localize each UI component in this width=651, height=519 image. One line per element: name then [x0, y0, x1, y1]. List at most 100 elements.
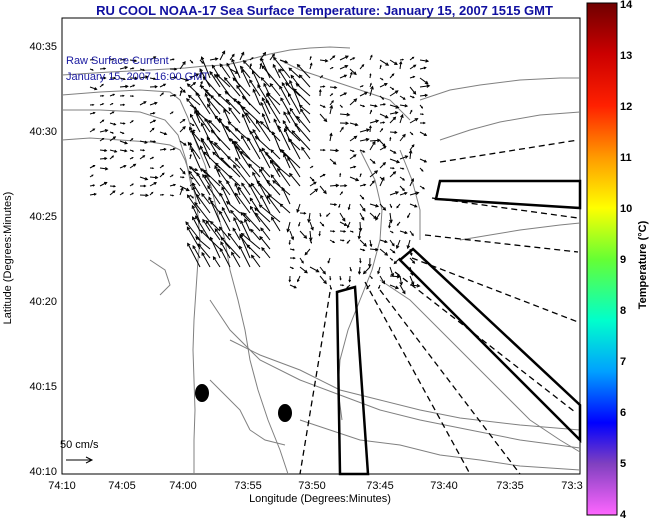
current-vector-head: [179, 89, 183, 93]
current-vector: [191, 205, 201, 223]
current-vector-head: [145, 75, 149, 79]
current-vector-head: [421, 113, 425, 116]
current-vector-head: [185, 221, 189, 226]
current-vector-head: [172, 58, 175, 61]
current-vector-head: [311, 178, 315, 182]
current-vector: [234, 183, 241, 196]
current-vector: [260, 195, 271, 214]
current-vector-head: [301, 146, 305, 151]
current-vector-head: [241, 68, 245, 73]
current-vector-head: [142, 155, 146, 158]
current-vector-head: [172, 147, 176, 151]
current-vector-head: [226, 180, 230, 184]
current-vector-head: [270, 149, 274, 153]
current-vector-head: [396, 223, 399, 226]
current-vector-head: [252, 88, 257, 93]
current-vector-head: [252, 128, 256, 133]
current-vector-head: [192, 182, 196, 187]
current-vector-head: [254, 207, 258, 212]
current-vector-head: [332, 230, 336, 233]
current-vector: [214, 165, 221, 178]
current-vector-head: [111, 103, 114, 105]
current-vector-head: [357, 235, 362, 240]
current-vector-head: [402, 188, 405, 192]
colorbar-tick: 9: [620, 254, 626, 266]
current-vector-head: [394, 61, 398, 65]
current-vector-head: [143, 184, 147, 188]
current-vector-head: [424, 93, 429, 97]
current-vector-head: [323, 280, 327, 285]
current-vector: [369, 120, 379, 124]
current-vector: [389, 59, 398, 65]
current-vector-head: [256, 180, 261, 184]
current-vector-head: [195, 193, 200, 198]
current-vector-head: [396, 159, 401, 164]
current-vector-head: [375, 216, 379, 221]
current-vector-head: [249, 197, 254, 202]
y-tick: 40:15: [29, 381, 57, 393]
current-vector: [319, 275, 327, 284]
current-vector-head: [313, 181, 317, 185]
current-vector-head: [379, 64, 382, 67]
current-vector-head: [231, 139, 236, 144]
current-vector-head: [410, 109, 413, 112]
current-vector-head: [234, 192, 239, 197]
current-vector-head: [188, 165, 193, 170]
current-vector: [194, 202, 211, 223]
colorbar-label: Temperature (°C): [637, 220, 649, 309]
current-vector: [179, 61, 186, 70]
current-vector-head: [354, 122, 359, 127]
current-vector: [221, 186, 231, 205]
current-vector: [231, 59, 241, 79]
current-vector-head: [245, 112, 249, 117]
current-label: Raw Surface Current: [66, 55, 169, 67]
current-vector-head: [382, 121, 386, 124]
current-vector: [349, 68, 357, 75]
current-vector: [266, 93, 281, 115]
current-vector: [266, 195, 281, 214]
current-vector-head: [101, 119, 105, 122]
current-vector-head: [279, 203, 284, 208]
current-vector-head: [192, 129, 196, 133]
current-vector-head: [220, 157, 224, 161]
current-vector: [399, 134, 406, 142]
current-vector: [202, 219, 211, 232]
current-vector-head: [153, 182, 157, 185]
current-vector-head: [195, 109, 200, 114]
current-vector-head: [362, 270, 367, 275]
current-vector: [234, 193, 251, 214]
current-vector-head: [261, 112, 266, 117]
current-vector: [399, 155, 408, 160]
current-vector-head: [404, 104, 409, 108]
current-vector-head: [236, 84, 240, 89]
current-vector-head: [271, 53, 275, 57]
current-vector: [329, 86, 337, 89]
current-vector: [149, 182, 157, 187]
current-vector-head: [121, 192, 124, 195]
current-vector-head: [239, 65, 244, 70]
current-vector-head: [174, 75, 178, 79]
current-vector: [369, 139, 380, 142]
current-vector-head: [392, 116, 397, 121]
current-vector: [119, 66, 128, 70]
current-vector-head: [358, 227, 363, 232]
current-vector: [409, 150, 412, 160]
current-vector-head: [154, 175, 159, 180]
current-vector: [399, 185, 405, 191]
current-vector-head: [288, 138, 293, 143]
colorbar-tick: 4: [620, 509, 627, 519]
current-vector-head: [218, 226, 223, 231]
current-vector: [309, 266, 319, 273]
current-vector: [296, 116, 311, 133]
current-vector-head: [226, 155, 231, 160]
x-tick: 73:40: [430, 480, 458, 492]
current-vector: [349, 122, 358, 126]
current-vector-head: [219, 247, 224, 252]
current-vector: [329, 184, 339, 187]
current-vector-head: [378, 286, 381, 290]
current-vector: [339, 212, 346, 222]
current-vector-head: [204, 92, 209, 97]
current-vector-head: [298, 74, 303, 79]
current-vector-head: [269, 159, 274, 164]
